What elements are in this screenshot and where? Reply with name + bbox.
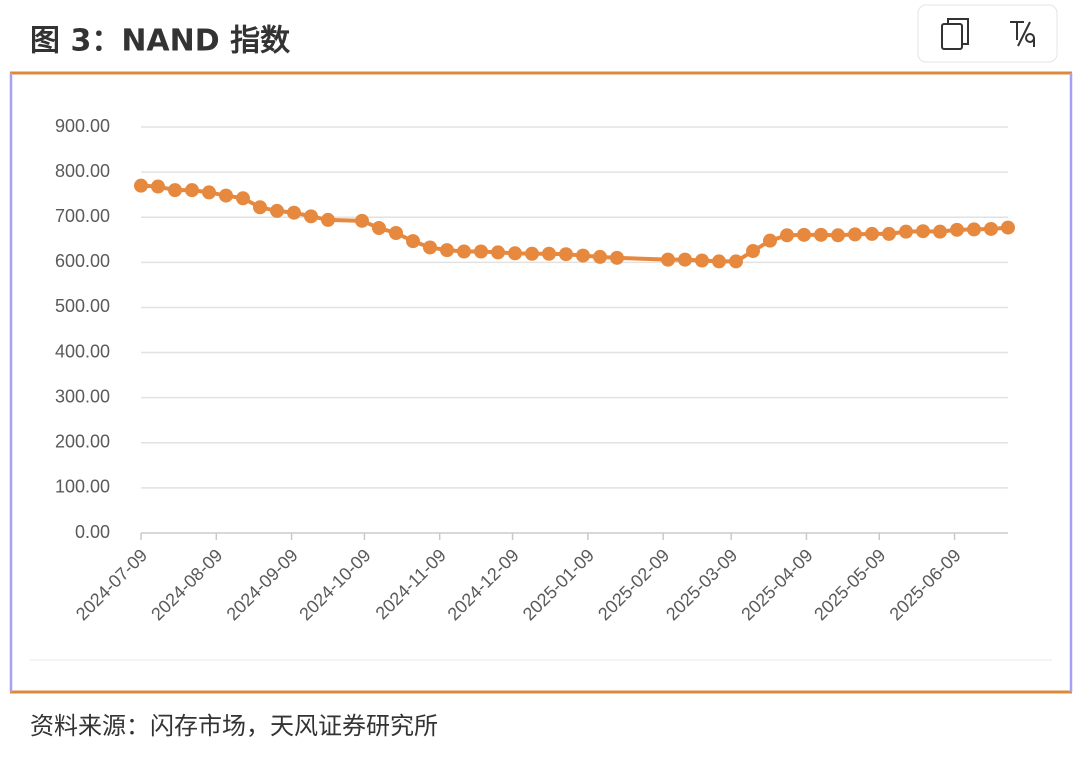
y-tick-label: 600.00 [55, 251, 110, 271]
x-tick-label: 2024-12-09 [444, 545, 523, 624]
data-point [661, 252, 675, 267]
data-point [729, 254, 743, 269]
data-point [440, 243, 454, 258]
data-point [950, 222, 964, 237]
y-tick-label: 0.00 [75, 522, 110, 542]
data-line [140, 183, 1009, 264]
data-point [474, 244, 488, 259]
y-tick-label: 700.00 [55, 206, 110, 226]
x-tick-label: 2025-02-09 [594, 545, 673, 624]
x-tick-label: 2025-03-09 [662, 545, 741, 624]
data-point [508, 246, 522, 261]
translate-button[interactable] [1010, 21, 1035, 47]
x-tick-label: 2025-01-09 [519, 545, 598, 624]
x-tick-label: 2024-08-09 [147, 545, 226, 624]
chart-title: 图 3：NAND 指数 [30, 24, 291, 59]
data-point [389, 226, 403, 241]
data-point [236, 191, 250, 206]
data-point [525, 246, 539, 261]
x-tick-label: 2025-04-09 [737, 545, 816, 624]
data-point [423, 240, 437, 255]
y-tick-label: 400.00 [55, 341, 110, 361]
x-tick-label: 2024-09-09 [223, 545, 302, 624]
data-point [542, 246, 556, 261]
data-point [678, 252, 692, 267]
data-point [746, 244, 760, 259]
y-tick-label: 800.00 [55, 161, 110, 181]
copy-button[interactable] [941, 18, 969, 50]
data-point [406, 234, 420, 249]
data-point [270, 203, 284, 218]
x-tick-label: 2025-05-09 [810, 545, 889, 624]
data-point [967, 222, 981, 237]
data-point [610, 250, 624, 265]
data-point [916, 224, 930, 239]
data-point [253, 200, 267, 215]
toolbar [917, 4, 1058, 63]
data-point [695, 253, 709, 268]
data-point [780, 228, 794, 243]
toolbar-box [917, 4, 1058, 63]
data-point [712, 254, 726, 269]
data-point [355, 213, 369, 228]
data-point [865, 226, 879, 241]
data-point [151, 179, 165, 194]
data-point [814, 227, 828, 242]
data-point [321, 212, 335, 227]
x-tick-label: 2024-07-09 [72, 545, 151, 624]
y-tick-label: 200.00 [55, 432, 110, 452]
y-tick-label: 500.00 [55, 296, 110, 316]
data-point [1001, 220, 1015, 235]
data-point [848, 227, 862, 242]
data-point [185, 183, 199, 198]
data-point [219, 188, 233, 203]
data-point [287, 205, 301, 220]
data-point [882, 226, 896, 241]
data-point [576, 248, 590, 263]
data-point [933, 224, 947, 239]
x-tick-label: 2024-10-09 [295, 545, 374, 624]
data-point [168, 183, 182, 198]
data-point [559, 247, 573, 262]
data-point [899, 224, 913, 239]
data-point [491, 245, 505, 260]
data-point [457, 244, 471, 259]
data-point [593, 249, 607, 264]
x-tick-label: 2024-11-09 [372, 545, 450, 623]
y-tick-label: 900.00 [55, 116, 110, 136]
data-point [763, 233, 777, 248]
y-tick-label: 300.00 [55, 386, 110, 406]
data-point [304, 209, 318, 224]
data-point [797, 227, 811, 242]
data-point [372, 221, 386, 236]
data-point [134, 178, 148, 193]
x-tick-label: 2025-06-09 [886, 545, 965, 624]
data-point [984, 221, 998, 236]
y-tick-label: 100.00 [55, 477, 110, 497]
source-note: 资料来源：闪存市场，天风证券研究所 [30, 712, 438, 740]
data-point [202, 185, 216, 200]
data-point [831, 228, 845, 243]
plot: 0.00 100.00 200.00 300.00 400.00 500.00 600.00… [55, 116, 1015, 624]
